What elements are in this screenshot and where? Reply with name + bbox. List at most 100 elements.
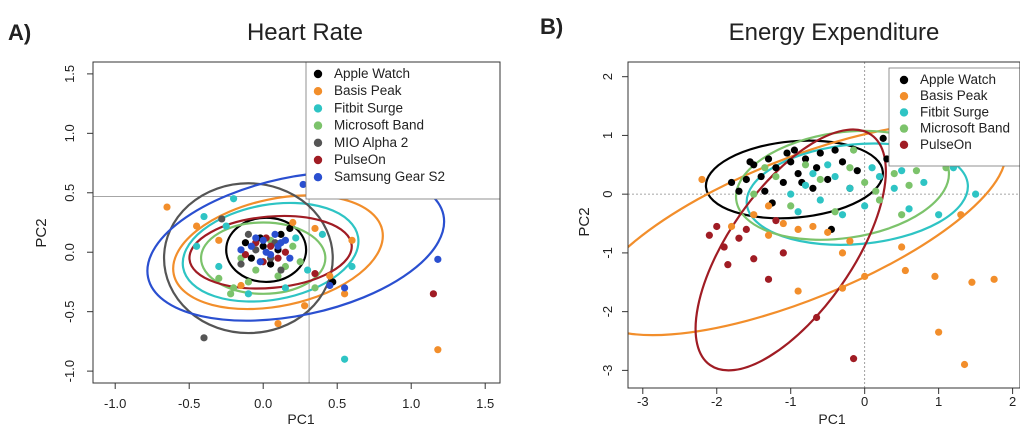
point-samsung-gear-s2 [299,180,307,189]
point-microsoft-band [761,164,769,172]
legend-marker [899,124,909,133]
plot-frame-b [627,61,1020,389]
ellipse-basis-peak [172,194,384,311]
point-basis-peak [163,203,171,211]
point-fitbit-surge [222,222,230,230]
point-fitbit-surge [801,181,810,189]
legend-label: Basis Peak [334,83,402,98]
y-tick-label: 2 [600,73,615,80]
point-apple-watch [757,172,765,181]
point-apple-watch [794,170,802,178]
point-fitbit-surge [230,195,238,203]
point-microsoft-band [912,167,921,175]
point-microsoft-band [787,202,795,210]
point-microsoft-band [244,278,252,286]
point-fitbit-surge [861,202,869,210]
point-fitbit-surge [318,230,326,238]
legend-label: Fitbit Surge [920,104,989,119]
x-tick-label: 2 [1009,394,1016,409]
point-apple-watch [277,230,285,238]
point-fitbit-surge [215,262,223,271]
legend-label: Apple Watch [920,72,996,87]
point-fitbit-surge [304,266,312,274]
point-samsung-gear-s2 [281,236,289,244]
legend-marker [899,92,909,101]
point-apple-watch [879,134,887,142]
point-basis-peak [764,231,773,239]
point-apple-watch [831,146,839,154]
point-pulseon [713,222,721,231]
point-basis-peak [838,249,847,257]
point-fitbit-surge [809,170,817,178]
point-apple-watch [742,175,750,184]
point-fitbit-surge [898,167,906,175]
point-apple-watch [853,167,861,175]
point-apple-watch [790,146,799,154]
legend-label: MIO Alpha 2 [334,135,408,150]
point-fitbit-surge [281,284,289,292]
legend-label: Microsoft Band [334,118,424,133]
point-basis-peak [237,281,245,290]
point-fitbit-surge [292,234,300,242]
point-apple-watch [779,178,787,187]
point-samsung-gear-s2 [271,230,279,238]
point-microsoft-band [831,208,839,216]
panel-a-title: Heart Rate [247,19,363,46]
point-apple-watch [267,260,275,268]
point-fitbit-surge [868,164,876,172]
legend-marker [313,69,323,79]
point-microsoft-band [846,164,854,172]
point-basis-peak [990,275,998,283]
point-mio-alpha-2 [200,334,208,342]
legend-marker [313,87,323,96]
point-samsung-gear-s2 [237,246,245,254]
point-fitbit-surge [794,208,802,216]
point-basis-peak [193,222,201,230]
point-basis-peak [727,222,736,231]
y-tick-label: -0.5 [62,300,77,322]
point-basis-peak [311,224,319,233]
point-samsung-gear-s2 [252,234,260,242]
legend-marker [899,108,909,117]
ellipse-microsoft-band [199,221,327,295]
point-apple-watch [816,149,824,157]
panel-b-label: B) [540,14,563,39]
point-basis-peak [779,219,787,228]
x-tick-label: 0.5 [328,396,346,411]
point-apple-watch [809,184,817,192]
point-microsoft-band [772,172,780,181]
point-apple-watch [286,224,294,233]
y-tick-label: 0 [600,191,615,198]
legend-box [888,67,1020,167]
x-tick-label: 0 [861,394,868,409]
panel-b-title: Energy Expenditure [729,19,940,46]
legend-label: PulseOn [920,137,972,152]
point-apple-watch [772,164,780,172]
point-samsung-gear-s2 [259,236,267,244]
point-fitbit-surge [824,161,832,169]
panel-a-label: A) [8,20,31,45]
y-tick-label: 1.0 [62,124,77,142]
point-mio-alpha-2 [218,215,226,223]
point-pulseon [735,234,743,242]
ellipse-pulseon [188,214,353,290]
panel-a-ylabel: PC2 [33,218,50,247]
ellipse-fitbit-surge [181,201,360,303]
point-basis-peak [838,284,847,292]
x-tick-label: 1 [935,394,942,409]
point-apple-watch [787,158,795,166]
point-samsung-gear-s2 [341,284,349,292]
x-tick-label: -1 [785,394,797,409]
point-fitbit-surge [875,172,884,181]
point-microsoft-band [898,211,906,219]
ellipse-apple-watch [704,139,884,220]
point-fitbit-surge [200,212,208,221]
legend-label: Samsung Gear S2 [334,169,445,184]
point-pulseon [720,243,728,251]
legend-marker [313,121,323,130]
y-tick-label: -2 [600,306,615,318]
legend-label: Apple Watch [334,66,410,81]
point-microsoft-band [289,242,297,250]
point-pulseon [281,248,289,256]
